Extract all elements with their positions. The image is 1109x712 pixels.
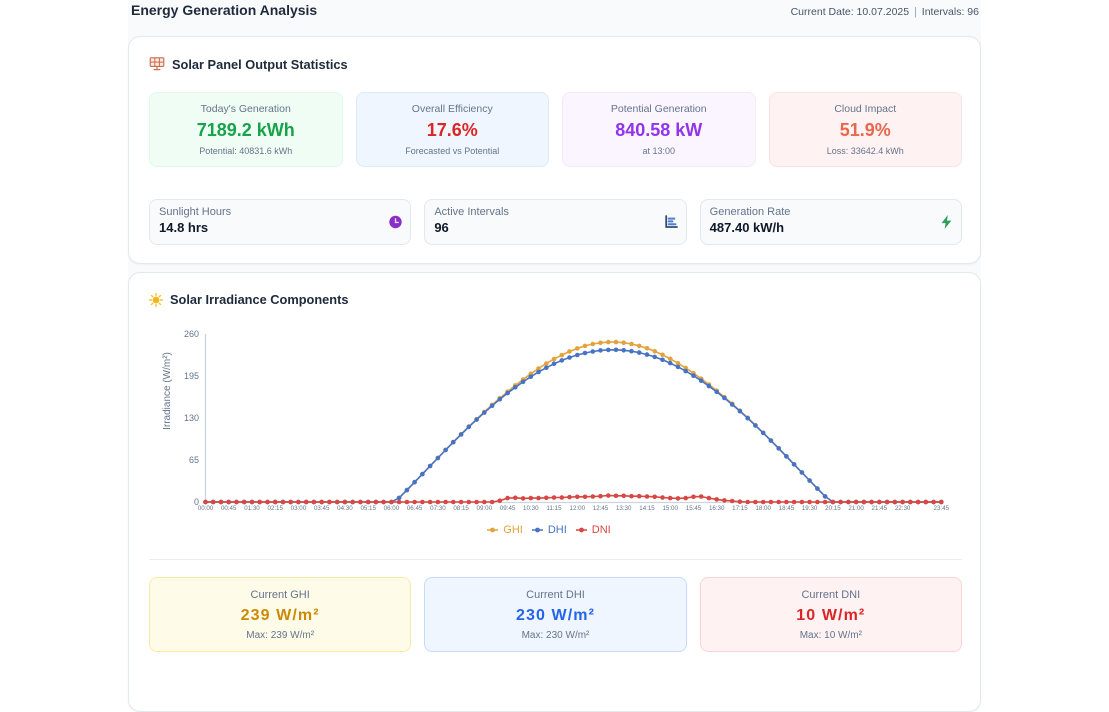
svg-text:21:45: 21:45: [872, 505, 888, 512]
svg-text:22:30: 22:30: [895, 505, 911, 512]
svg-text:260: 260: [184, 329, 199, 339]
svg-text:17:15: 17:15: [732, 505, 748, 512]
svg-text:06:00: 06:00: [384, 505, 400, 512]
svg-text:04:30: 04:30: [337, 505, 353, 512]
svg-text:16:30: 16:30: [709, 505, 725, 512]
svg-text:12:00: 12:00: [570, 505, 586, 512]
svg-text:21:00: 21:00: [848, 505, 864, 512]
svg-text:02:15: 02:15: [267, 505, 283, 512]
svg-text:10:30: 10:30: [523, 505, 539, 512]
svg-text:03:00: 03:00: [291, 505, 307, 512]
svg-text:Irradiance (W/m²): Irradiance (W/m²): [162, 352, 173, 430]
svg-text:07:30: 07:30: [430, 505, 446, 512]
svg-text:09:45: 09:45: [500, 505, 516, 512]
svg-text:03:45: 03:45: [314, 505, 330, 512]
svg-text:18:45: 18:45: [779, 505, 795, 512]
svg-text:06:45: 06:45: [407, 505, 423, 512]
svg-text:195: 195: [184, 371, 199, 381]
svg-text:0: 0: [194, 497, 199, 507]
svg-text:08:15: 08:15: [453, 505, 469, 512]
svg-text:130: 130: [184, 413, 199, 423]
svg-text:65: 65: [189, 455, 199, 465]
svg-text:13:30: 13:30: [616, 505, 632, 512]
svg-text:23:45: 23:45: [934, 505, 950, 512]
svg-text:09:00: 09:00: [477, 505, 493, 512]
svg-text:11:15: 11:15: [546, 505, 562, 512]
svg-text:05:15: 05:15: [360, 505, 376, 512]
svg-text:14:15: 14:15: [639, 505, 655, 512]
svg-text:19:30: 19:30: [802, 505, 818, 512]
svg-text:15:00: 15:00: [662, 505, 678, 512]
svg-text:18:00: 18:00: [755, 505, 771, 512]
svg-text:01:30: 01:30: [244, 505, 260, 512]
svg-text:12:45: 12:45: [593, 505, 609, 512]
svg-text:00:00: 00:00: [198, 505, 214, 512]
svg-text:15:45: 15:45: [686, 505, 702, 512]
svg-text:20:15: 20:15: [825, 505, 841, 512]
svg-text:00:45: 00:45: [221, 505, 237, 512]
